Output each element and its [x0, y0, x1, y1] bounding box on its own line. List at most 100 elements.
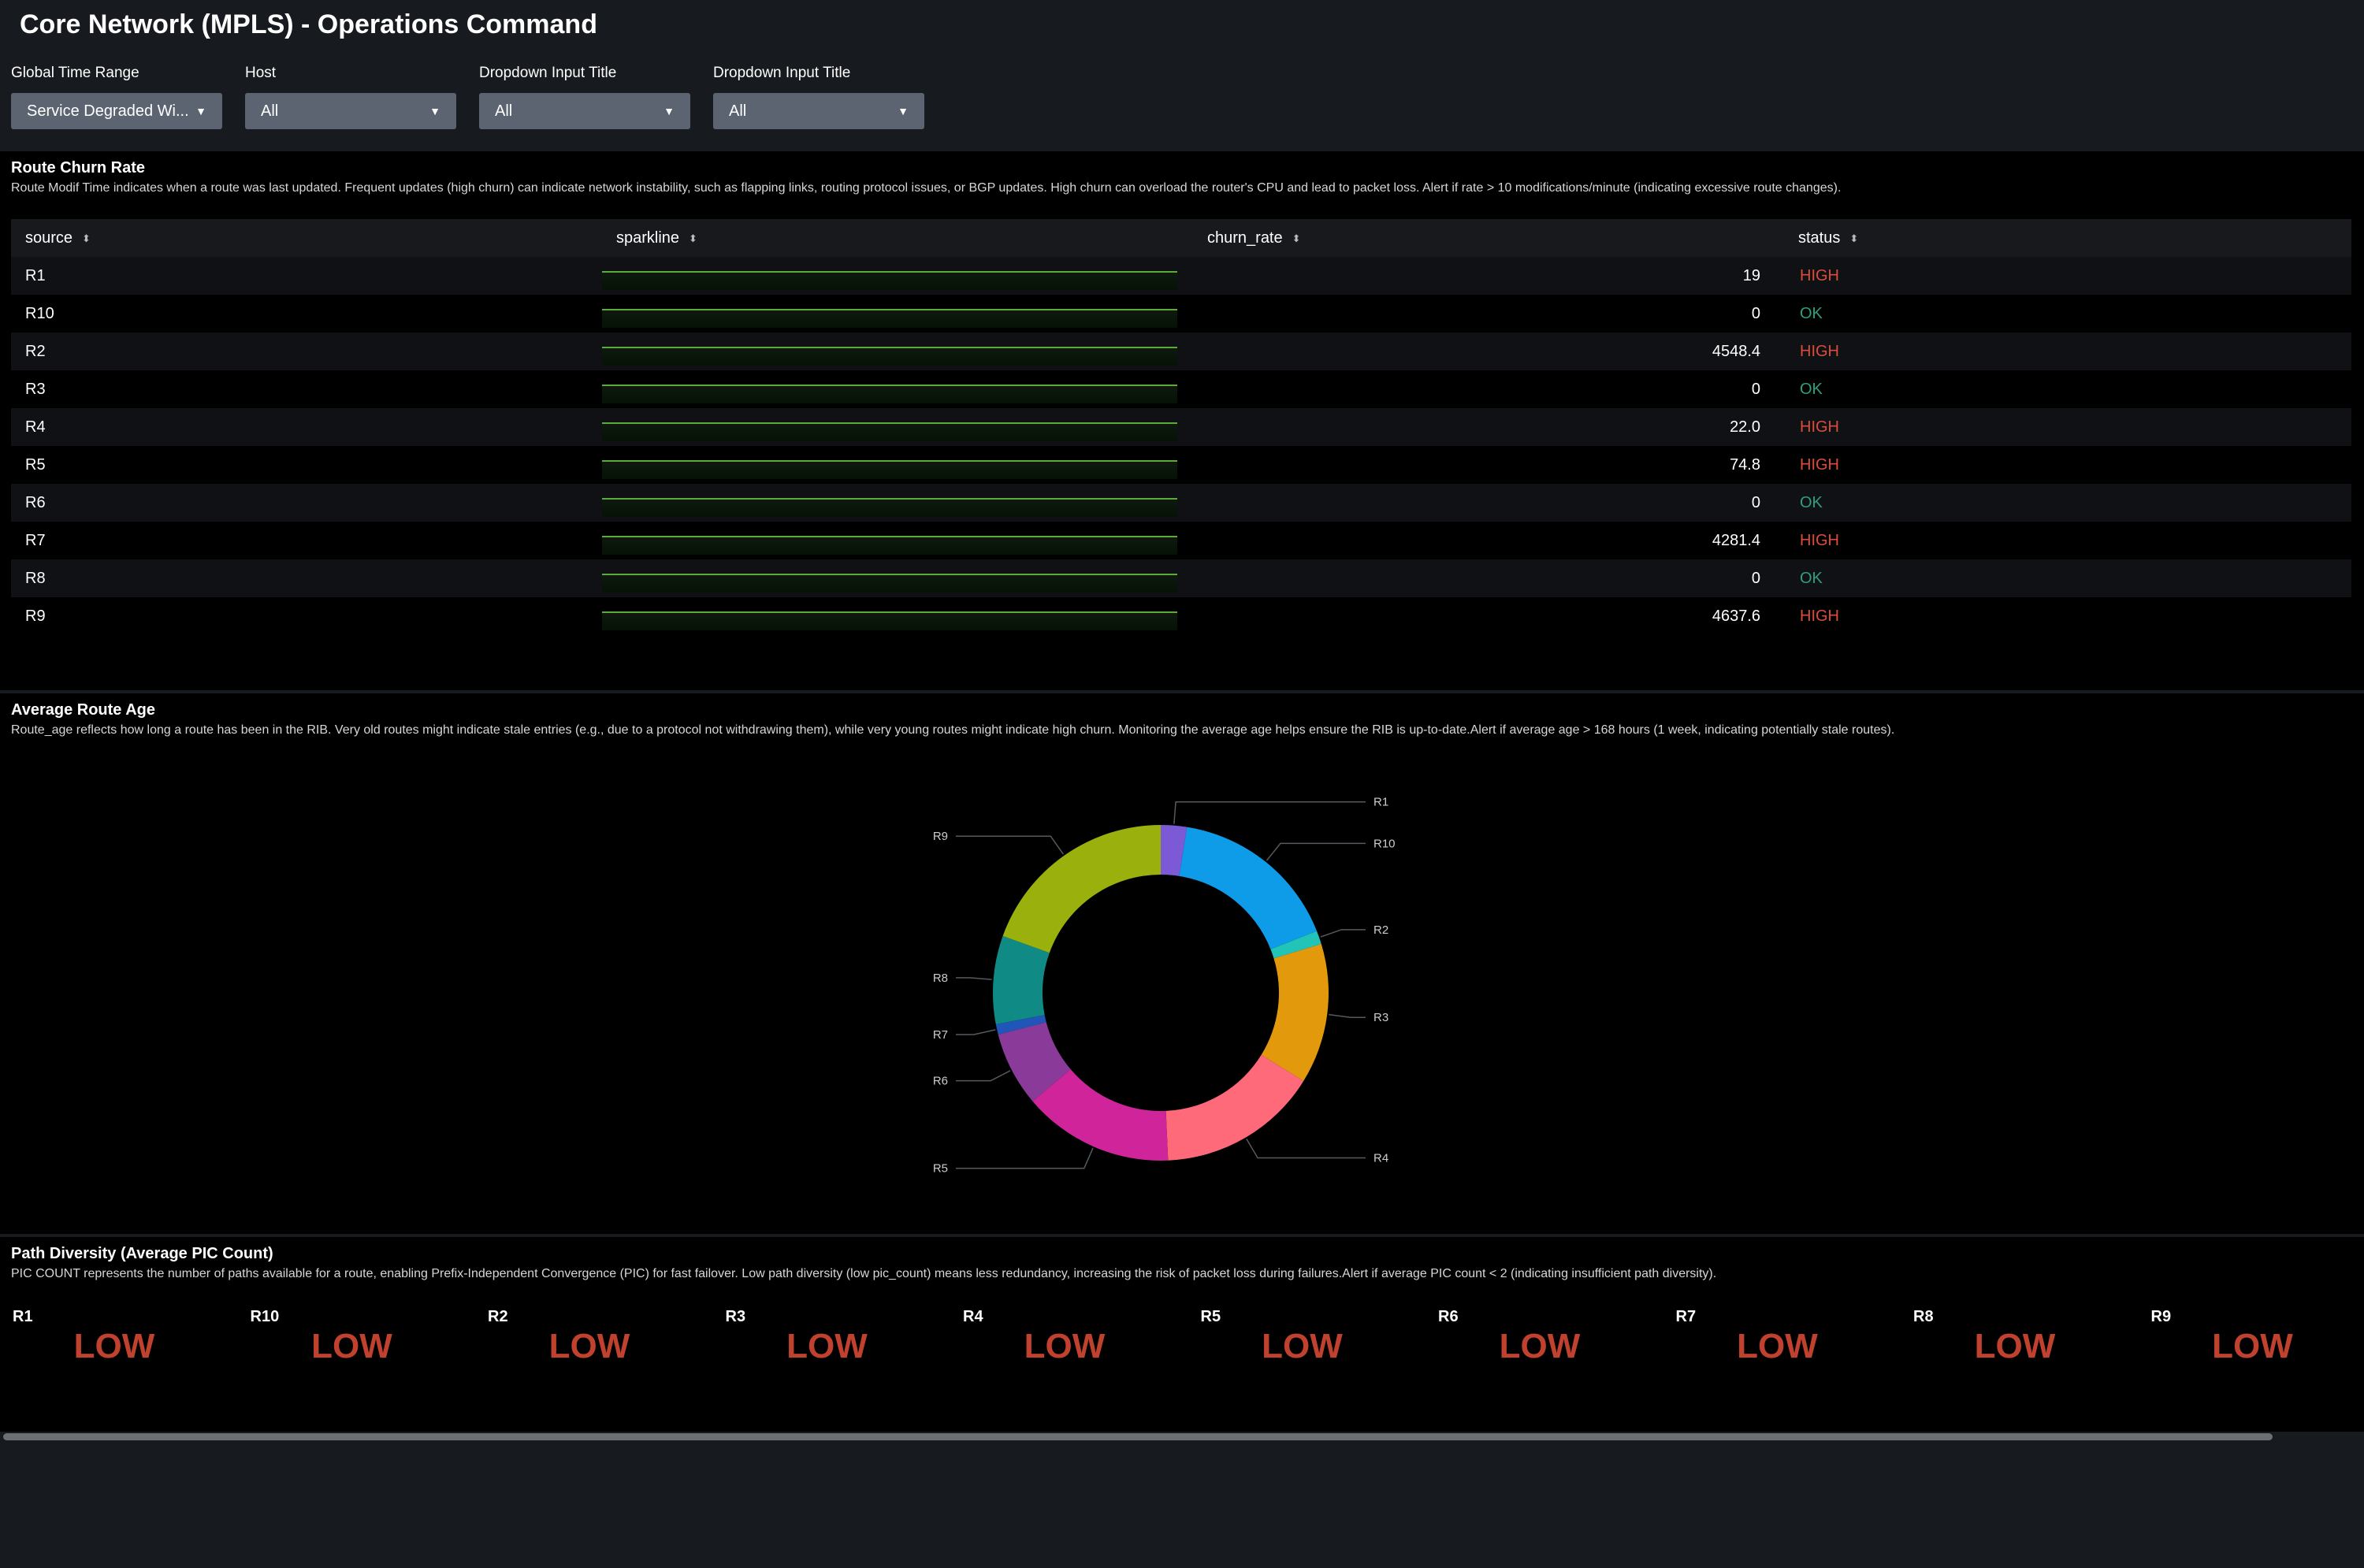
- slice-label: R1: [1373, 796, 1388, 809]
- donut-slice-r1[interactable]: [1161, 825, 1188, 876]
- dropdown-input-2-select[interactable]: All ▼: [713, 93, 924, 129]
- sparkline: [602, 385, 1177, 403]
- cell-churn-rate: 4637.6: [1712, 607, 1760, 625]
- column-header-source[interactable]: source ⬍: [11, 229, 602, 247]
- route-age-donut-chart: R1 R10 R2 R3 R4 R5 R6 R7 R8 R9: [933, 796, 1396, 1176]
- sparkline: [602, 536, 1177, 555]
- slice-label: R6: [933, 1075, 948, 1088]
- leader-line: [956, 1029, 996, 1035]
- pic-single-value: R7 LOW: [1663, 1308, 1900, 1379]
- route-churn-panel: Route Churn Rate Route Modif Time indica…: [0, 151, 2364, 690]
- pic-single-value: R3 LOW: [713, 1308, 950, 1379]
- column-header-churn-rate[interactable]: churn_rate ⬍: [1193, 229, 1784, 247]
- cell-sparkline: [602, 375, 1193, 403]
- slice-label: R10: [1373, 837, 1396, 850]
- host-input: Host All ▼: [245, 65, 456, 129]
- leader-line: [956, 1147, 1094, 1169]
- column-header-status[interactable]: status ⬍: [1784, 229, 2351, 247]
- input-label: Dropdown Input Title: [479, 65, 617, 81]
- donut-slice-r2[interactable]: [1270, 931, 1321, 959]
- cell-source: R1: [25, 266, 46, 284]
- pic-router-name: R10: [250, 1308, 280, 1325]
- cell-status: HIGH: [1800, 607, 1839, 625]
- pic-status-value: LOW: [1262, 1327, 1343, 1365]
- table-row[interactable]: R3 0 OK: [11, 370, 2351, 408]
- global-time-range-dropdown[interactable]: Service Degraded Wi... ▼: [11, 93, 222, 129]
- donut-slice-r6[interactable]: [998, 1022, 1071, 1102]
- donut-slice-r3[interactable]: [1261, 944, 1329, 1081]
- sort-icon: ⬍: [1292, 232, 1301, 244]
- panel-title: Route Churn Rate: [11, 159, 145, 176]
- cell-sparkline: [602, 564, 1193, 593]
- sort-icon: ⬍: [689, 232, 697, 244]
- pic-router-name: R7: [1675, 1308, 1697, 1325]
- cell-status: OK: [1800, 380, 1823, 398]
- pic-single-value: R6 LOW: [1425, 1308, 1662, 1379]
- column-header-sparkline[interactable]: sparkline ⬍: [602, 229, 1193, 247]
- table-row[interactable]: R2 4548.4 HIGH: [11, 333, 2351, 370]
- cell-churn-rate: 74.8: [1730, 455, 1760, 474]
- donut-slice-r7[interactable]: [995, 1015, 1046, 1035]
- path-diversity-panel: Path Diversity (Average PIC Count) PIC C…: [0, 1237, 2364, 1432]
- donut-slice-r4[interactable]: [1165, 1054, 1304, 1161]
- cell-churn-rate: 0: [1751, 304, 1760, 322]
- pic-router-name: R8: [1913, 1308, 1934, 1325]
- table-row[interactable]: R6 0 OK: [11, 484, 2351, 522]
- table-row[interactable]: R5 74.8 HIGH: [11, 446, 2351, 484]
- input-label: Dropdown Input Title: [713, 65, 851, 81]
- host-dropdown[interactable]: All ▼: [245, 93, 456, 129]
- pic-single-value: R1 LOW: [0, 1308, 236, 1379]
- cell-sparkline: [602, 413, 1193, 441]
- donut-slice-r9[interactable]: [1002, 825, 1161, 953]
- cell-source: R4: [25, 418, 46, 436]
- table-row[interactable]: R4 22.0 HIGH: [11, 408, 2351, 446]
- pic-router-name: R2: [488, 1308, 508, 1325]
- table-row[interactable]: R7 4281.4 HIGH: [11, 522, 2351, 559]
- table-row[interactable]: R8 0 OK: [11, 559, 2351, 597]
- donut-slice-r5[interactable]: [1032, 1069, 1169, 1161]
- sort-icon: ⬍: [82, 232, 91, 244]
- sparkline: [602, 611, 1177, 630]
- sparkline: [602, 574, 1177, 593]
- footer-area: [0, 1443, 2364, 1568]
- dropdown-value: All: [261, 102, 279, 120]
- cell-sparkline: [602, 526, 1193, 555]
- donut-slice-r10[interactable]: [1179, 827, 1318, 949]
- column-label: churn_rate: [1207, 229, 1283, 247]
- panel-description: Route Modif Time indicates when a route …: [11, 181, 1842, 195]
- cell-source: R6: [25, 493, 46, 511]
- table-row[interactable]: R10 0 OK: [11, 295, 2351, 333]
- donut-slice-r8[interactable]: [993, 935, 1050, 1024]
- sparkline: [602, 498, 1177, 517]
- scrollbar-thumb[interactable]: [3, 1433, 2273, 1440]
- cell-sparkline: [602, 299, 1193, 328]
- pic-single-value: R9 LOW: [2139, 1308, 2364, 1379]
- cell-sparkline: [602, 489, 1193, 517]
- pic-single-value: R4 LOW: [950, 1308, 1187, 1379]
- cell-status: OK: [1800, 493, 1823, 511]
- pic-router-name: R6: [1438, 1308, 1459, 1325]
- dropdown-input-1-select[interactable]: All ▼: [479, 93, 690, 129]
- cell-source: R10: [25, 304, 54, 322]
- cell-status: HIGH: [1800, 531, 1839, 549]
- dropdown-value: All: [495, 102, 513, 120]
- slice-label: R3: [1373, 1011, 1388, 1024]
- cell-churn-rate: 0: [1751, 380, 1760, 398]
- pic-status-value: LOW: [2212, 1327, 2293, 1365]
- horizontal-scrollbar[interactable]: [0, 1432, 2364, 1443]
- cell-status: HIGH: [1800, 266, 1839, 284]
- cell-source: R2: [25, 342, 46, 360]
- table-row[interactable]: R9 4637.6 HIGH: [11, 597, 2351, 635]
- pic-status-value: LOW: [1737, 1327, 1818, 1365]
- slice-label: R2: [1373, 923, 1388, 937]
- table-row[interactable]: R1 19 HIGH: [11, 257, 2351, 295]
- input-label: Host: [245, 65, 277, 81]
- sparkline: [602, 422, 1177, 441]
- sparkline: [602, 309, 1177, 328]
- pic-status-value: LOW: [1974, 1327, 2056, 1365]
- cell-churn-rate: 0: [1751, 493, 1760, 511]
- table-header: source ⬍ sparkline ⬍ churn_rate ⬍ status ⬍: [11, 219, 2351, 257]
- column-label: source: [25, 229, 73, 247]
- pic-status-value: LOW: [786, 1327, 868, 1365]
- caret-down-icon: ▼: [195, 105, 206, 117]
